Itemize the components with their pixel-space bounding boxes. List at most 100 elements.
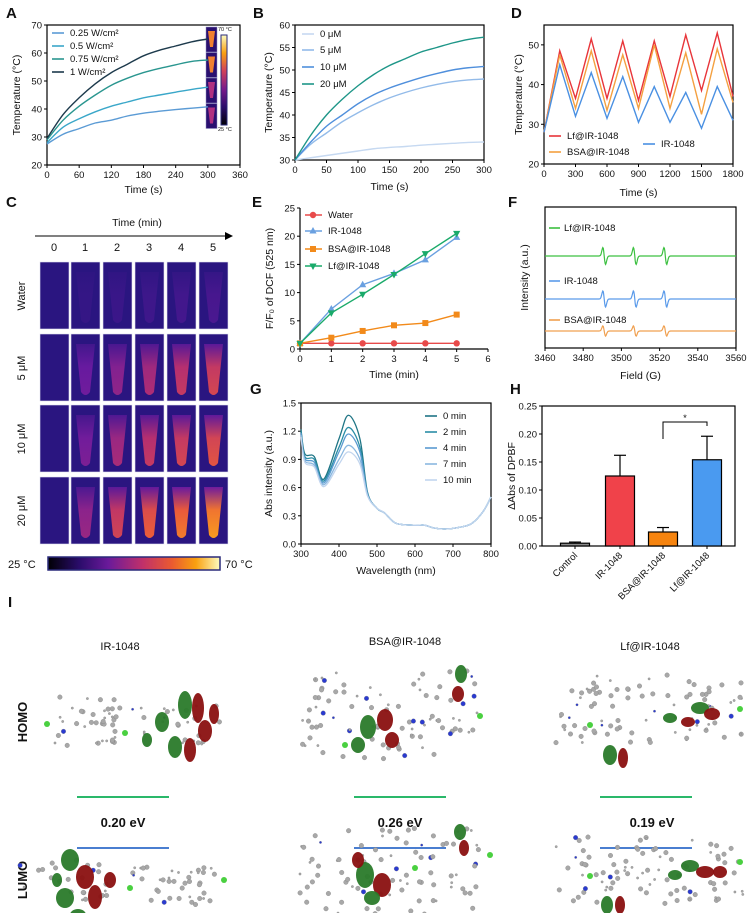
atom (200, 870, 206, 875)
panel-label-a: A (6, 5, 17, 22)
atom (319, 687, 324, 693)
atom (668, 856, 674, 862)
atom (600, 719, 604, 723)
atom (323, 906, 329, 912)
atom (728, 713, 734, 719)
inset-tube (208, 56, 215, 73)
legend-label: 2 min (443, 427, 466, 438)
x-tick-label: 3460 (534, 353, 555, 364)
atom (722, 860, 728, 866)
atom (380, 742, 386, 748)
atom (623, 865, 627, 869)
chlorine-atom (221, 877, 227, 883)
x-tick-label: Control (551, 550, 580, 579)
atom (695, 723, 699, 727)
tube-heat (76, 487, 95, 538)
atom (96, 869, 102, 875)
atom (561, 723, 567, 729)
x-tick-label: 1800 (722, 169, 743, 180)
atom (142, 730, 146, 734)
panel-label-h: H (510, 381, 521, 398)
atom (467, 730, 471, 734)
tube-heat (172, 487, 191, 538)
atom (573, 835, 579, 841)
atom (186, 874, 192, 880)
orbital-lobe (459, 840, 469, 856)
y-tick-label: 20 (284, 232, 295, 243)
atom (662, 900, 668, 906)
series-line (299, 236, 458, 344)
atom (177, 871, 180, 874)
atom (83, 725, 87, 728)
atom (411, 826, 417, 831)
data-point (296, 340, 304, 348)
atom (316, 863, 321, 869)
column-label: 0 (51, 242, 57, 254)
column-label: 4 (178, 242, 184, 254)
tube-heat (108, 487, 127, 538)
atom (209, 866, 213, 870)
atom (207, 898, 213, 904)
atom (437, 684, 443, 690)
atom (419, 719, 425, 725)
atom (711, 881, 717, 887)
atom (629, 730, 635, 736)
atom (628, 739, 633, 745)
atom (105, 739, 109, 743)
atom (444, 840, 449, 846)
x-tick-label: 0 (44, 170, 49, 181)
orbital-lobe (198, 720, 212, 742)
atom (88, 719, 94, 725)
atom (375, 906, 381, 912)
atom (592, 701, 597, 707)
atom (594, 899, 600, 905)
x-tick-label: 3520 (649, 353, 670, 364)
atom (738, 680, 744, 686)
column-label: 3 (146, 242, 152, 254)
atom (312, 695, 318, 700)
atom (373, 847, 378, 853)
atom (600, 723, 604, 727)
atom (320, 710, 326, 716)
tube-heat (172, 272, 191, 323)
atom (647, 739, 653, 745)
atom (716, 896, 721, 902)
atom (315, 872, 321, 878)
atom (36, 867, 42, 873)
mol-title-bsa: BSA@IR-1048 (369, 636, 441, 648)
atom (672, 703, 676, 707)
atom (593, 872, 599, 878)
atom (388, 893, 392, 897)
atom (645, 837, 649, 840)
x-tick-label: 900 (631, 169, 647, 180)
mol-title-ir1048: IR-1048 (100, 641, 139, 653)
gap-bsa: 0.26 eV (378, 815, 423, 830)
x-tick-label: 0 (297, 354, 302, 365)
tube-heat (140, 487, 159, 538)
atom (58, 715, 62, 719)
atom (304, 899, 310, 905)
orbital-lobe (168, 736, 182, 758)
atom (719, 682, 725, 688)
atom (467, 890, 473, 896)
gap-lf: 0.19 eV (630, 815, 675, 830)
atom (658, 855, 662, 859)
atom (434, 899, 438, 903)
atom (53, 865, 59, 871)
bar (604, 475, 636, 547)
y-tick-label: 0.0 (283, 540, 296, 551)
atom (580, 741, 584, 744)
orbital-lobe (603, 745, 617, 765)
atom (471, 693, 477, 699)
atom (436, 718, 442, 724)
atom (345, 876, 351, 882)
atom (614, 726, 620, 732)
x-tick-label: 5 (454, 354, 459, 365)
atom (160, 877, 166, 883)
tube-heat (204, 272, 223, 323)
atom (604, 731, 610, 737)
x-tick-label: 180 (136, 170, 152, 181)
tube-heat (204, 344, 223, 395)
atom (470, 727, 476, 733)
atom (423, 723, 426, 727)
